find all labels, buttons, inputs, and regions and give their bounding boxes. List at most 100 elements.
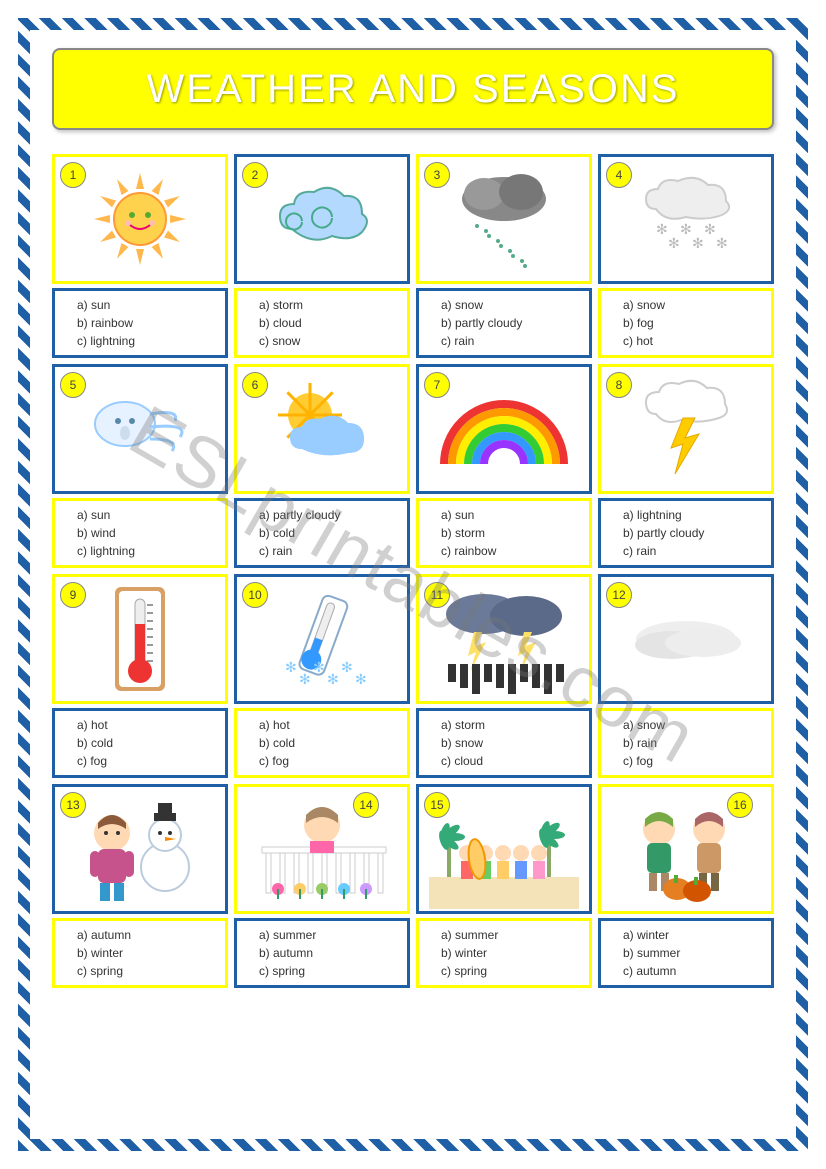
card-options-box: a) snowb) partly cloudyc) rain [416,288,592,358]
quiz-card: 5 a) sunb) windc) lightning [52,364,228,568]
option-line: c) fog [77,752,215,770]
option-line: a) snow [441,296,579,314]
card-image-box: 11 [416,574,592,704]
option-line: b) rainbow [77,314,215,332]
option-line: a) storm [259,296,397,314]
card-number-badge: 16 [727,792,753,818]
option-line: c) fog [623,752,761,770]
svg-text:✻: ✻ [285,659,297,675]
card-image-box: 7 [416,364,592,494]
card-number-badge: 6 [242,372,268,398]
option-line: b) partly cloudy [623,524,761,542]
card-image-box: 13 [52,784,228,914]
card-image-box: 6 [234,364,410,494]
card-options-box: a) snowb) fogc) hot [598,288,774,358]
card-options-box: a) sunb) windc) lightning [52,498,228,568]
option-line: b) cloud [259,314,397,332]
card-options-box: a) partly cloudyb) coldc) rain [234,498,410,568]
option-line: b) winter [77,944,215,962]
svg-text:✻: ✻ [692,235,704,251]
card-image-box: 14 [234,784,410,914]
card-number-badge: 1 [60,162,86,188]
option-line: a) snow [623,296,761,314]
quiz-card: 12 a) snowb) rainc) fog [598,574,774,778]
card-number-badge: 10 [242,582,268,608]
card-image-box: 16 [598,784,774,914]
quiz-card: 8 a) lightningb) partly cloudyc) rain [598,364,774,568]
option-line: a) snow [623,716,761,734]
card-image-box: 12 [598,574,774,704]
card-options-box: a) hotb) coldc) fog [52,708,228,778]
svg-text:✻: ✻ [299,671,311,687]
card-options-box: a) snowb) rainc) fog [598,708,774,778]
card-number-badge: 11 [424,582,450,608]
option-line: b) cold [259,524,397,542]
card-options-box: a) lightningb) partly cloudyc) rain [598,498,774,568]
option-line: a) hot [77,716,215,734]
option-line: a) hot [259,716,397,734]
svg-text:✻: ✻ [341,659,353,675]
option-line: b) snow [441,734,579,752]
card-number-badge: 7 [424,372,450,398]
option-line: a) autumn [77,926,215,944]
card-number-badge: 13 [60,792,86,818]
card-options-box: a) hotb) coldc) fog [234,708,410,778]
card-number-badge: 12 [606,582,632,608]
option-line: b) winter [441,944,579,962]
card-image-box: 8 [598,364,774,494]
quiz-card: 7 a) sunb) stormc) rainbow [416,364,592,568]
card-options-box: a) autumnb) winterc) spring [52,918,228,988]
card-options-box: a) stormb) cloudc) snow [234,288,410,358]
svg-text:✻: ✻ [327,671,339,687]
option-line: c) autumn [623,962,761,980]
quiz-card: 15a) summerb) winterc) spring [416,784,592,988]
card-options-box: a) summerb) winterc) spring [416,918,592,988]
option-line: c) spring [77,962,215,980]
svg-text:✻: ✻ [355,671,367,687]
card-image-box: 4✻✻✻✻✻✻ [598,154,774,284]
card-number-badge: 8 [606,372,632,398]
svg-text:✻: ✻ [668,235,680,251]
option-line: c) fog [259,752,397,770]
quiz-card: 10✻✻✻✻✻✻a) hotb) coldc) fog [234,574,410,778]
card-options-box: a) stormb) snowc) cloud [416,708,592,778]
option-line: c) rainbow [441,542,579,560]
option-line: b) cold [259,734,397,752]
card-options-box: a) sunb) stormc) rainbow [416,498,592,568]
page-title: WEATHER AND SEASONS [147,67,680,112]
option-line: b) summer [623,944,761,962]
option-line: a) summer [259,926,397,944]
quiz-card: 11 a) stormb) snowc) cloud [416,574,592,778]
quiz-card: 13 a) autumnb) winterc) spring [52,784,228,988]
option-line: b) cold [77,734,215,752]
option-line: b) autumn [259,944,397,962]
decorative-border: WEATHER AND SEASONS 1a) sunb) rainbowc) … [18,18,808,1151]
card-options-box: a) sunb) rainbowc) lightning [52,288,228,358]
svg-text:✻: ✻ [716,235,728,251]
option-line: a) lightning [623,506,761,524]
option-line: b) wind [77,524,215,542]
svg-text:✻: ✻ [680,221,692,237]
card-options-box: a) winterb) summerc) autumn [598,918,774,988]
card-image-box: 9 [52,574,228,704]
card-number-badge: 5 [60,372,86,398]
title-box: WEATHER AND SEASONS [52,48,774,130]
option-line: b) fog [623,314,761,332]
card-number-badge: 14 [353,792,379,818]
option-line: a) sun [77,296,215,314]
option-line: c) hot [623,332,761,350]
svg-text:✻: ✻ [704,221,716,237]
card-number-badge: 4 [606,162,632,188]
quiz-card: 2a) stormb) cloudc) snow [234,154,410,358]
option-line: a) sun [441,506,579,524]
card-grid: 1 a) sunb) rainbowc) lightning2a) stormb)… [52,154,774,988]
option-line: b) rain [623,734,761,752]
option-line: c) rain [623,542,761,560]
card-number-badge: 9 [60,582,86,608]
quiz-card: 3 a) snowb) partly cloudyc) rain [416,154,592,358]
card-number-badge: 3 [424,162,450,188]
option-line: a) winter [623,926,761,944]
option-line: c) rain [441,332,579,350]
card-image-box: 1 [52,154,228,284]
worksheet-page: WEATHER AND SEASONS 1a) sunb) rainbowc) … [0,0,826,1169]
